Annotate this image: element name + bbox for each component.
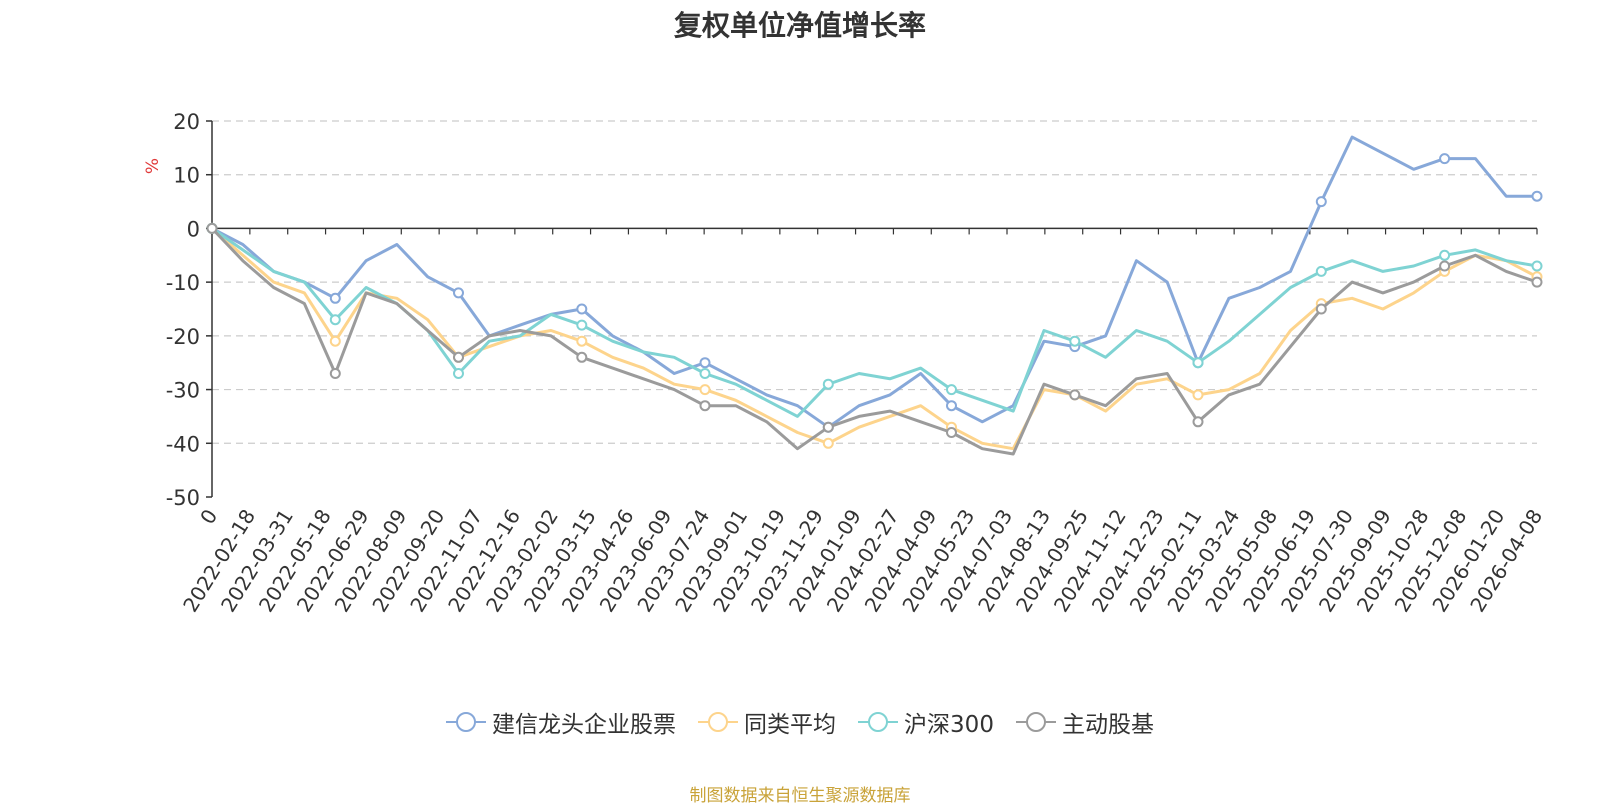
- data-point: [329, 292, 341, 304]
- legend-item-series-4[interactable]: 主动股基: [1015, 705, 1154, 739]
- data-point: [329, 368, 341, 379]
- y-tick-label: 10: [173, 164, 200, 188]
- legend-label: 同类平均: [744, 712, 837, 738]
- data-point: [576, 351, 588, 363]
- legend-label: 主动股基: [1061, 712, 1154, 738]
- y-tick-label: -10: [166, 271, 200, 295]
- series-line: [211, 227, 1538, 451]
- legend-swatch-icon: [446, 711, 487, 733]
- series-3: [206, 222, 1543, 418]
- data-point: [1069, 335, 1081, 347]
- data-point: [453, 368, 464, 379]
- data-point: [1315, 265, 1327, 277]
- data-point: [1315, 196, 1327, 208]
- data-point: [1069, 389, 1081, 401]
- data-point: [1439, 260, 1451, 272]
- data-point: [576, 335, 588, 347]
- data-point: [1315, 303, 1327, 315]
- series-line: [211, 227, 1538, 418]
- legend-item-series-2[interactable]: 同类平均: [698, 705, 836, 739]
- data-point: [699, 400, 711, 412]
- y-tick-label: 20: [173, 110, 200, 134]
- legend-swatch-icon: [698, 711, 739, 733]
- data-point: [576, 303, 588, 315]
- y-tick-label: -20: [166, 325, 200, 349]
- data-point: [699, 384, 711, 396]
- legend: 建信龙头企业股票 同类平均 沪深300 主动股基: [0, 705, 1600, 739]
- series-4: [206, 222, 1543, 456]
- data-point: [946, 400, 957, 412]
- y-tick-label: -50: [166, 486, 200, 510]
- x-tick-label: 0: [195, 505, 222, 529]
- data-point: [699, 368, 711, 379]
- legend-item-series-3[interactable]: 沪深300: [858, 705, 994, 739]
- legend-label: 建信龙头企业股票: [492, 712, 677, 738]
- series-line: [211, 135, 1537, 429]
- axes: 20100-10-20-30-40-5002022-02-182022-03-3…: [166, 110, 1548, 616]
- data-point: [946, 384, 957, 396]
- y-tick-label: 0: [187, 217, 200, 241]
- y-tick-label: -40: [166, 432, 200, 456]
- data-point: [329, 335, 341, 347]
- legend-label: 沪深300: [904, 712, 994, 738]
- legend-swatch-icon: [1015, 711, 1056, 733]
- series-1: [206, 135, 1543, 433]
- line-chart: 20100-10-20-30-40-5002022-02-182022-03-3…: [143, 110, 1548, 616]
- y-tick-label: -30: [166, 379, 200, 403]
- legend-swatch-icon: [858, 711, 899, 733]
- chart-title: 复权单位净值增长率: [673, 9, 926, 42]
- data-point: [1192, 416, 1204, 428]
- data-point: [1531, 276, 1543, 288]
- data-point: [1531, 190, 1543, 202]
- data-point: [1531, 260, 1543, 272]
- data-point: [1192, 389, 1204, 401]
- data-point: [1439, 249, 1451, 261]
- data-point: [822, 421, 834, 433]
- data-point: [822, 378, 834, 390]
- series-line: [210, 227, 1538, 456]
- data-point: [1439, 153, 1451, 165]
- data-point: [699, 357, 711, 369]
- legend-item-series-1[interactable]: 建信龙头企业股票: [446, 705, 676, 739]
- data-point: [1192, 357, 1204, 369]
- data-point: [453, 351, 464, 363]
- source-note: 制图数据来自恒生聚源数据库: [689, 786, 911, 806]
- data-point: [576, 319, 588, 331]
- data-point: [453, 287, 464, 299]
- y-axis-unit-label: %: [143, 158, 163, 174]
- data-point: [329, 314, 341, 326]
- data-point: [822, 437, 834, 449]
- data-point: [946, 427, 957, 438]
- series-lines: [206, 135, 1543, 456]
- data-point: [206, 222, 218, 234]
